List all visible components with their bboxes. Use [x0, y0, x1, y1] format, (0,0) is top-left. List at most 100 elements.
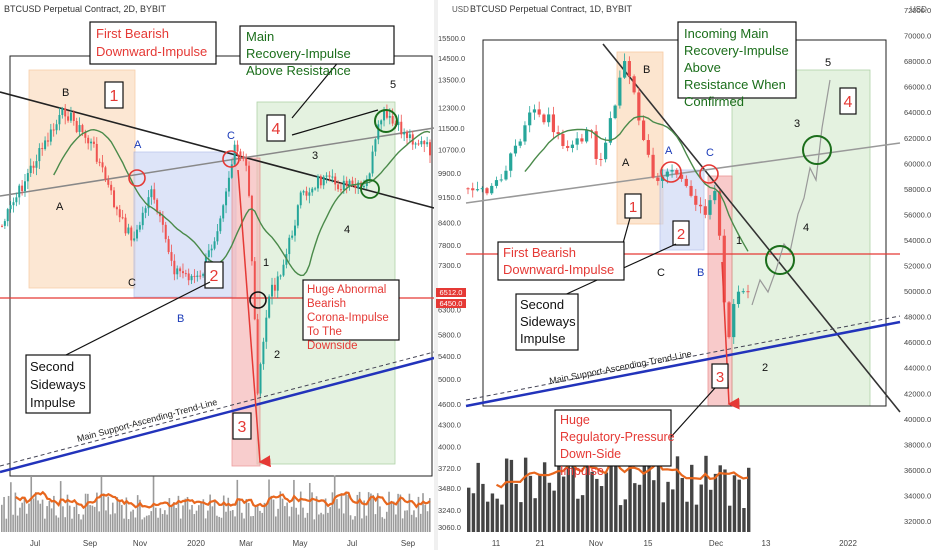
left-impulse-3: 3: [238, 419, 247, 436]
candle-body: [618, 77, 622, 106]
candle-body: [1, 225, 3, 227]
volume-bar: [308, 482, 311, 532]
left-circle-3: [249, 291, 267, 309]
candle-body: [513, 145, 518, 154]
right-y-tick: 56000.0: [904, 210, 931, 219]
candle-body: [551, 114, 556, 133]
right-y-tick: 48000.0: [904, 313, 931, 322]
left-y-tick: 4600.0: [438, 400, 461, 409]
volume-bar: [245, 498, 248, 532]
volume-bar: [225, 511, 227, 532]
volume-bar: [495, 498, 499, 532]
right-callout-sideways: Second Sideways Impulse: [520, 297, 576, 346]
candle-body: [153, 189, 156, 200]
price-tag-1-bg: [436, 288, 466, 297]
candle-body: [107, 179, 110, 185]
volume-bar: [200, 502, 202, 532]
candle-body: [561, 134, 565, 146]
candle-body: [18, 185, 21, 198]
candle-body: [708, 200, 712, 215]
volume-bar: [134, 517, 137, 532]
left-symbol: BTCUSD Perpetual Contract, 2D, BYBIT: [4, 4, 167, 14]
volume-bar: [358, 491, 361, 532]
left-impulse-1: 1: [110, 88, 119, 105]
volume-bar: [182, 505, 184, 532]
left-callout-sideways: Second Sideways Impulse: [30, 359, 86, 410]
volume-bar: [48, 500, 51, 532]
volume-bar: [356, 494, 359, 532]
volume-bar: [704, 455, 708, 532]
candle-body: [69, 112, 72, 121]
volume-bar: [747, 467, 751, 532]
volume-bar: [324, 498, 327, 532]
volume-bar: [426, 511, 429, 532]
candle-body: [164, 224, 167, 240]
right-impulse-2: 2: [677, 226, 685, 243]
volume-bar: [349, 515, 352, 532]
volume-bar: [105, 510, 107, 532]
volume-bar: [277, 508, 279, 532]
left-y-axis: 3060.0 3240.0 3480.0 3720.0 4000.0 4300.0 4600…: [438, 34, 465, 532]
right-support-dashed: [465, 315, 901, 401]
right-impulse-2-box: [672, 220, 690, 246]
volume-bar: [609, 429, 613, 532]
left-grey-line: [0, 127, 435, 197]
candle-body: [90, 141, 93, 144]
candle-body: [64, 108, 67, 117]
right-x-tick: 15: [644, 539, 653, 548]
candle-body: [193, 275, 196, 277]
volume-bar: [304, 517, 307, 532]
left-crash-arrow: [237, 169, 271, 468]
volume-bar: [14, 492, 17, 532]
volume-bar: [467, 487, 471, 532]
volume-bar: [23, 497, 26, 532]
right-candles: [466, 53, 750, 344]
right-y-tick: 60000.0: [904, 159, 931, 168]
volume-bar: [642, 459, 646, 532]
candle-body: [302, 191, 305, 193]
candle-body: [556, 132, 560, 135]
right-impulse-3-box: [711, 363, 729, 389]
volume-bar: [614, 460, 618, 532]
volume-bar: [410, 514, 413, 532]
right-wave-2: 2: [762, 362, 768, 374]
candle-body: [222, 205, 225, 219]
volume-bar: [89, 505, 91, 532]
candle-body: [75, 120, 78, 132]
candle-body: [72, 112, 75, 121]
volume-bar: [361, 518, 363, 532]
volume-bar: [728, 505, 732, 532]
volume-bar: [661, 502, 665, 532]
candle-body: [746, 291, 750, 293]
candle-body: [325, 175, 328, 177]
left-x-tick: Mar: [239, 539, 253, 548]
left-x-tick: Sep: [83, 539, 98, 548]
left-x-axis: Jul Sep Nov 2020 Mar May Jul Sep: [30, 539, 416, 548]
right-wave-1: 1: [736, 235, 742, 247]
left-y-tick: 5400.0: [438, 352, 461, 361]
candle-body: [9, 205, 12, 210]
right-callout-first-bearish: First Bearish Downward-Impulse: [503, 245, 614, 277]
candle-body: [156, 199, 159, 213]
left-impulse-2-box: [204, 261, 224, 289]
left-volume-ma: [14, 490, 431, 510]
right-circle-3: [765, 245, 795, 275]
candle-body: [722, 235, 726, 303]
left-callout-recovery-box: [239, 25, 395, 65]
candle-body: [35, 161, 38, 168]
right-x-tick: Dec: [709, 539, 723, 548]
volume-bar: [175, 508, 177, 532]
volume-bar: [485, 501, 490, 532]
candle-body: [316, 176, 319, 189]
volume-bar: [585, 435, 590, 532]
candle-body: [494, 180, 499, 186]
volume-bar: [390, 502, 393, 532]
volume-bar: [290, 506, 293, 532]
volume-bar: [170, 506, 173, 532]
candle-body: [44, 140, 47, 150]
left-wave-C: C: [128, 277, 136, 289]
price-tag-2: 6450.0: [440, 299, 463, 308]
right-impulse-1: 1: [629, 199, 637, 216]
volume-bar: [186, 496, 189, 532]
volume-bar: [340, 493, 343, 532]
